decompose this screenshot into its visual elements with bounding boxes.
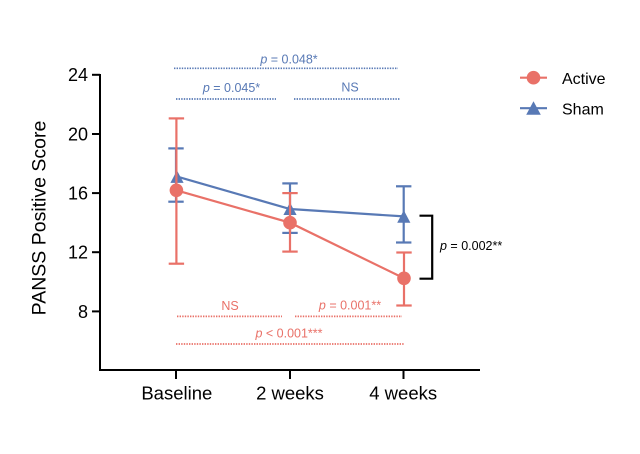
svg-text:8: 8 [78, 302, 88, 322]
svg-text:Active: Active [562, 71, 606, 88]
svg-text:16: 16 [68, 184, 88, 204]
svg-text:p = 0.045*: p = 0.045* [202, 81, 260, 95]
svg-text:4 weeks: 4 weeks [369, 383, 437, 404]
svg-text:Sham: Sham [562, 102, 604, 119]
svg-text:NS: NS [221, 299, 238, 313]
svg-text:Baseline: Baseline [141, 383, 212, 404]
svg-text:PANSS Positive Score: PANSS Positive Score [29, 121, 51, 316]
svg-text:p < 0.001***: p < 0.001*** [254, 327, 322, 341]
svg-text:p = 0.048*: p = 0.048* [259, 53, 317, 67]
svg-text:p = 0.002**: p = 0.002** [439, 239, 502, 253]
svg-text:20: 20 [68, 124, 88, 144]
svg-text:12: 12 [68, 243, 88, 263]
svg-text:p = 0.001**: p = 0.001** [318, 299, 381, 313]
svg-text:2 weeks: 2 weeks [256, 383, 324, 404]
svg-text:NS: NS [341, 81, 358, 95]
svg-text:24: 24 [68, 65, 88, 85]
